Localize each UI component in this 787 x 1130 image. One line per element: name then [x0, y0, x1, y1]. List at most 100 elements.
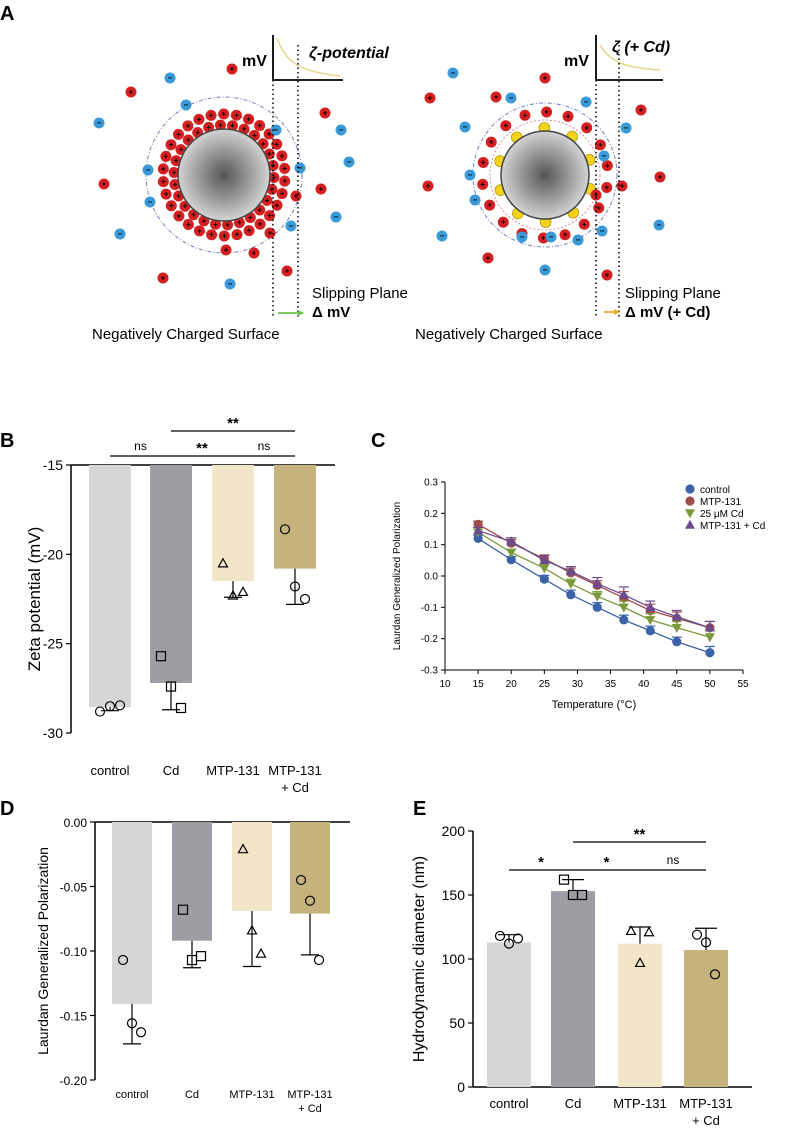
- significance-label: *: [538, 854, 544, 871]
- cation-ion: [165, 200, 177, 212]
- ion-sign: +: [173, 180, 178, 189]
- ion-sign: +: [257, 205, 262, 214]
- cation-ion: [160, 150, 172, 162]
- ion-sign: +: [323, 109, 328, 118]
- ion-sign: +: [544, 108, 549, 117]
- ion-sign: −: [97, 119, 102, 128]
- x-tick-label: 15: [473, 679, 485, 690]
- anion-ion: [343, 156, 355, 168]
- data-point: [114, 700, 126, 711]
- zeta-axis-left: mV ζ-potential Slipping Plane Δ mV Negat…: [92, 35, 408, 343]
- data-point: [506, 548, 517, 558]
- chart-e-hydrodynamic-diameter: 0 50 100 150 200 Hydrodynamic diameter (nm) co…: [411, 823, 752, 1128]
- ion-sign: +: [541, 233, 546, 242]
- bar-0: [487, 942, 531, 1087]
- ion-sign: +: [275, 201, 280, 210]
- bar-2: [232, 822, 272, 912]
- y-tick-label: -0.2: [421, 634, 439, 645]
- data-point: [94, 706, 106, 717]
- cation-ion: [271, 199, 283, 211]
- bar-2: [212, 465, 254, 582]
- legend-marker: [684, 509, 696, 519]
- anion-ion: [294, 162, 306, 174]
- ion-sign: −: [184, 101, 189, 110]
- cation-ion: [276, 150, 288, 162]
- bar-3: [684, 950, 728, 1087]
- ion-sign: +: [186, 121, 191, 130]
- data-point: [494, 930, 506, 942]
- cation-ion: [220, 244, 232, 256]
- ion-sign: +: [584, 123, 589, 132]
- y-tick-label: 50: [449, 1015, 465, 1031]
- ion-sign: +: [658, 173, 663, 182]
- cation-ion: [315, 183, 327, 195]
- x-tick-label: 55: [737, 679, 749, 690]
- y-tick-label: -0.20: [60, 1074, 88, 1088]
- series-3: [473, 525, 715, 632]
- data-point: [576, 889, 588, 901]
- data-point: [709, 969, 721, 980]
- ion-sign: +: [523, 111, 528, 120]
- legend-marker: [684, 519, 696, 529]
- ion-sign: +: [209, 230, 214, 239]
- cation-ion: [264, 210, 276, 222]
- legend-label: 25 μM Cd: [700, 509, 744, 520]
- ion-sign: +: [280, 151, 285, 160]
- ion-sign: +: [258, 220, 263, 229]
- particle-sphere: [177, 128, 271, 222]
- data-point: [289, 581, 301, 592]
- cation-ion: [182, 219, 194, 231]
- ion-sign: −: [600, 227, 605, 236]
- significance-label: **: [227, 415, 239, 432]
- x-category-label: MTP-131: [613, 1096, 666, 1111]
- cation-ion: [206, 229, 218, 241]
- slipping-plane-right: Slipping Plane: [625, 285, 721, 302]
- cation-ion: [173, 210, 185, 222]
- data-point: [619, 615, 629, 625]
- ion-sign: +: [620, 182, 625, 191]
- x-tick-label: 35: [605, 679, 617, 690]
- cation-ion: [497, 216, 509, 228]
- data-point: [126, 1018, 138, 1029]
- ion-sign: +: [213, 220, 218, 229]
- x-tick-label: 40: [638, 679, 650, 690]
- cation-ion: [231, 229, 243, 241]
- data-point: [565, 580, 576, 590]
- cation-ion: [477, 178, 489, 190]
- ion-sign: −: [440, 232, 445, 241]
- ion-sign: +: [218, 121, 223, 130]
- bar-1: [551, 891, 595, 1087]
- data-point: [645, 616, 656, 626]
- significance-label: ns: [667, 853, 680, 867]
- x-tick-label: 30: [572, 679, 584, 690]
- data-point: [704, 622, 715, 632]
- ion-sign: +: [221, 110, 226, 119]
- ion-sign: −: [468, 171, 473, 180]
- y-tick-label: 150: [442, 887, 466, 903]
- ion-sign: +: [252, 131, 257, 140]
- cation-ion: [477, 156, 489, 168]
- cation-ion: [500, 120, 512, 132]
- anion-ion: [436, 230, 448, 242]
- data-point: [299, 593, 311, 605]
- ion-sign: −: [168, 74, 173, 83]
- y-tick-label: 0.00: [64, 816, 88, 830]
- ion-sign: +: [486, 254, 491, 263]
- anion-ion: [596, 225, 608, 237]
- anion-ion: [285, 220, 297, 232]
- x-axis-label: Temperature (°C): [552, 699, 636, 711]
- chart-c-laurdan-temperature: 0.3 0.2 0.1 0.0 -0.1 -0.2 -0.310 15 20 25 30 35 40 45…: [392, 478, 765, 712]
- ion-sign: +: [183, 202, 188, 211]
- ion-sign: +: [605, 271, 610, 280]
- data-point: [104, 701, 116, 712]
- data-point: [175, 702, 187, 714]
- bar-2: [618, 943, 662, 1087]
- ion-sign: +: [242, 125, 247, 134]
- anion-ion: [335, 124, 347, 136]
- ion-sign: +: [487, 201, 492, 210]
- anion-ion: [330, 211, 342, 223]
- cation-ion: [541, 106, 553, 118]
- cation-ion: [165, 139, 177, 151]
- cation-ion: [209, 218, 221, 230]
- ion-sign: +: [285, 267, 290, 276]
